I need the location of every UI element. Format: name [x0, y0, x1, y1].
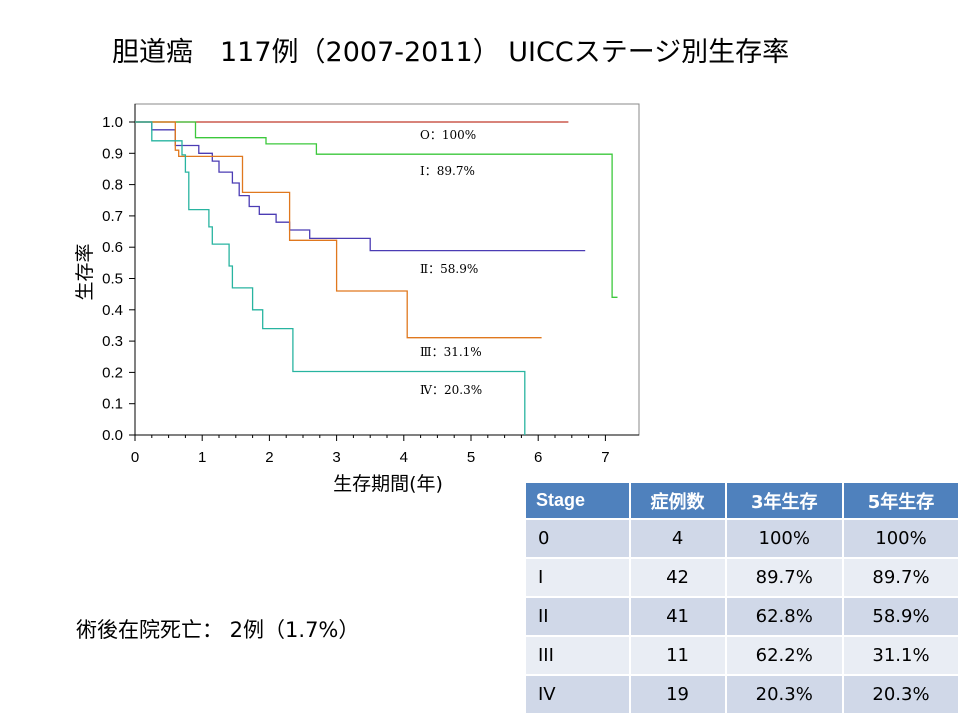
table-cell-5yr: 58.9% [843, 596, 958, 635]
x-tick-label: 3 [332, 449, 340, 466]
table-cell-cases: 19 [630, 674, 727, 713]
y-axis-title: 生存率 [74, 243, 96, 300]
table-row: III 11 62.2% 31.1% [526, 635, 958, 674]
y-tick-label: 1.0 [102, 114, 123, 131]
table-row: I 42 89.7% 89.7% [526, 557, 958, 596]
y-axis: 0.0 0.1 0.2 0.3 0.4 0.5 0.6 0.7 0.8 0.9 1.0 [102, 104, 136, 444]
table-row: IV 19 20.3% 20.3% [526, 674, 958, 713]
table-row: 0 4 100% 100% [526, 518, 958, 557]
table-cell-cases: 4 [630, 518, 727, 557]
table-cell-3yr: 62.2% [726, 635, 844, 674]
series-layer [135, 121, 618, 435]
table-cell-3yr: 20.3% [726, 674, 844, 713]
x-tick-label: 7 [601, 449, 609, 466]
y-tick-label: 0.4 [102, 302, 123, 319]
table-header-3yr: 3年生存 [726, 483, 844, 518]
x-tick-label: 4 [400, 449, 408, 466]
x-tick-label: 2 [265, 449, 273, 466]
table-cell-3yr: 100% [726, 518, 844, 557]
series-line-stage-II [135, 121, 586, 252]
survival-table: Stage 症例数 3年生存 5年生存 0 4 100% 100% I 42 8… [526, 483, 958, 713]
table-cell-cases: 42 [630, 557, 727, 596]
x-tick-label: 6 [534, 449, 542, 466]
table-cell-stage: II [526, 596, 631, 635]
y-tick-label: 0.6 [102, 239, 123, 256]
table-cell-stage: III [526, 635, 631, 674]
table-header-cases: 症例数 [630, 483, 727, 518]
series-line-stage-III [135, 121, 542, 339]
series-label-stage-0: Ο：100% [420, 128, 476, 142]
table-header-stage: Stage [526, 483, 631, 518]
x-tick-label: 0 [131, 449, 139, 466]
y-tick-label: 0.3 [102, 333, 123, 350]
x-tick-label: 1 [198, 449, 206, 466]
series-label-stage-III: Ⅲ：31.1% [420, 345, 482, 359]
y-tick-label: 0.9 [102, 145, 123, 162]
series-labels: Ο：100% Ⅰ：89.7% Ⅱ：58.9% Ⅲ：31.1% Ⅳ：20.3% [420, 128, 482, 397]
y-tick-label: 0.1 [102, 396, 123, 413]
table-cell-cases: 41 [630, 596, 727, 635]
table-cell-cases: 11 [630, 635, 727, 674]
y-tick-label: 0.7 [102, 208, 123, 225]
slide-title: 胆道癌 117例（2007-2011） UICCステージ別生存率 [112, 37, 790, 68]
table-cell-stage: 0 [526, 518, 631, 557]
series-label-stage-II: Ⅱ：58.9% [420, 262, 478, 276]
table-cell-3yr: 89.7% [726, 557, 844, 596]
table-row: II 41 62.8% 58.9% [526, 596, 958, 635]
y-tick-label: 0.0 [102, 427, 123, 444]
table-cell-5yr: 31.1% [843, 635, 958, 674]
x-tick-label: 5 [467, 449, 475, 466]
table-cell-5yr: 20.3% [843, 674, 958, 713]
table-cell-5yr: 100% [843, 518, 958, 557]
table-cell-5yr: 89.7% [843, 557, 958, 596]
series-line-stage-I [135, 121, 618, 298]
x-axis: 0 1 2 3 4 5 6 7 [131, 434, 639, 466]
table-cell-3yr: 62.8% [726, 596, 844, 635]
series-line-stage-IV [135, 121, 526, 435]
series-label-stage-I: Ⅰ：89.7% [420, 164, 475, 178]
y-tick-label: 0.5 [102, 271, 123, 288]
table-header-5yr: 5年生存 [843, 483, 958, 518]
x-axis-title: 生存期間(年) [333, 473, 443, 495]
postop-mortality-note: 術後在院死亡： 2例（1.7%） [76, 618, 360, 642]
y-tick-label: 0.2 [102, 364, 123, 381]
series-label-stage-IV: Ⅳ：20.3% [420, 383, 482, 397]
table-cell-stage: I [526, 557, 631, 596]
y-tick-label: 0.8 [102, 177, 123, 194]
table-cell-stage: IV [526, 674, 631, 713]
